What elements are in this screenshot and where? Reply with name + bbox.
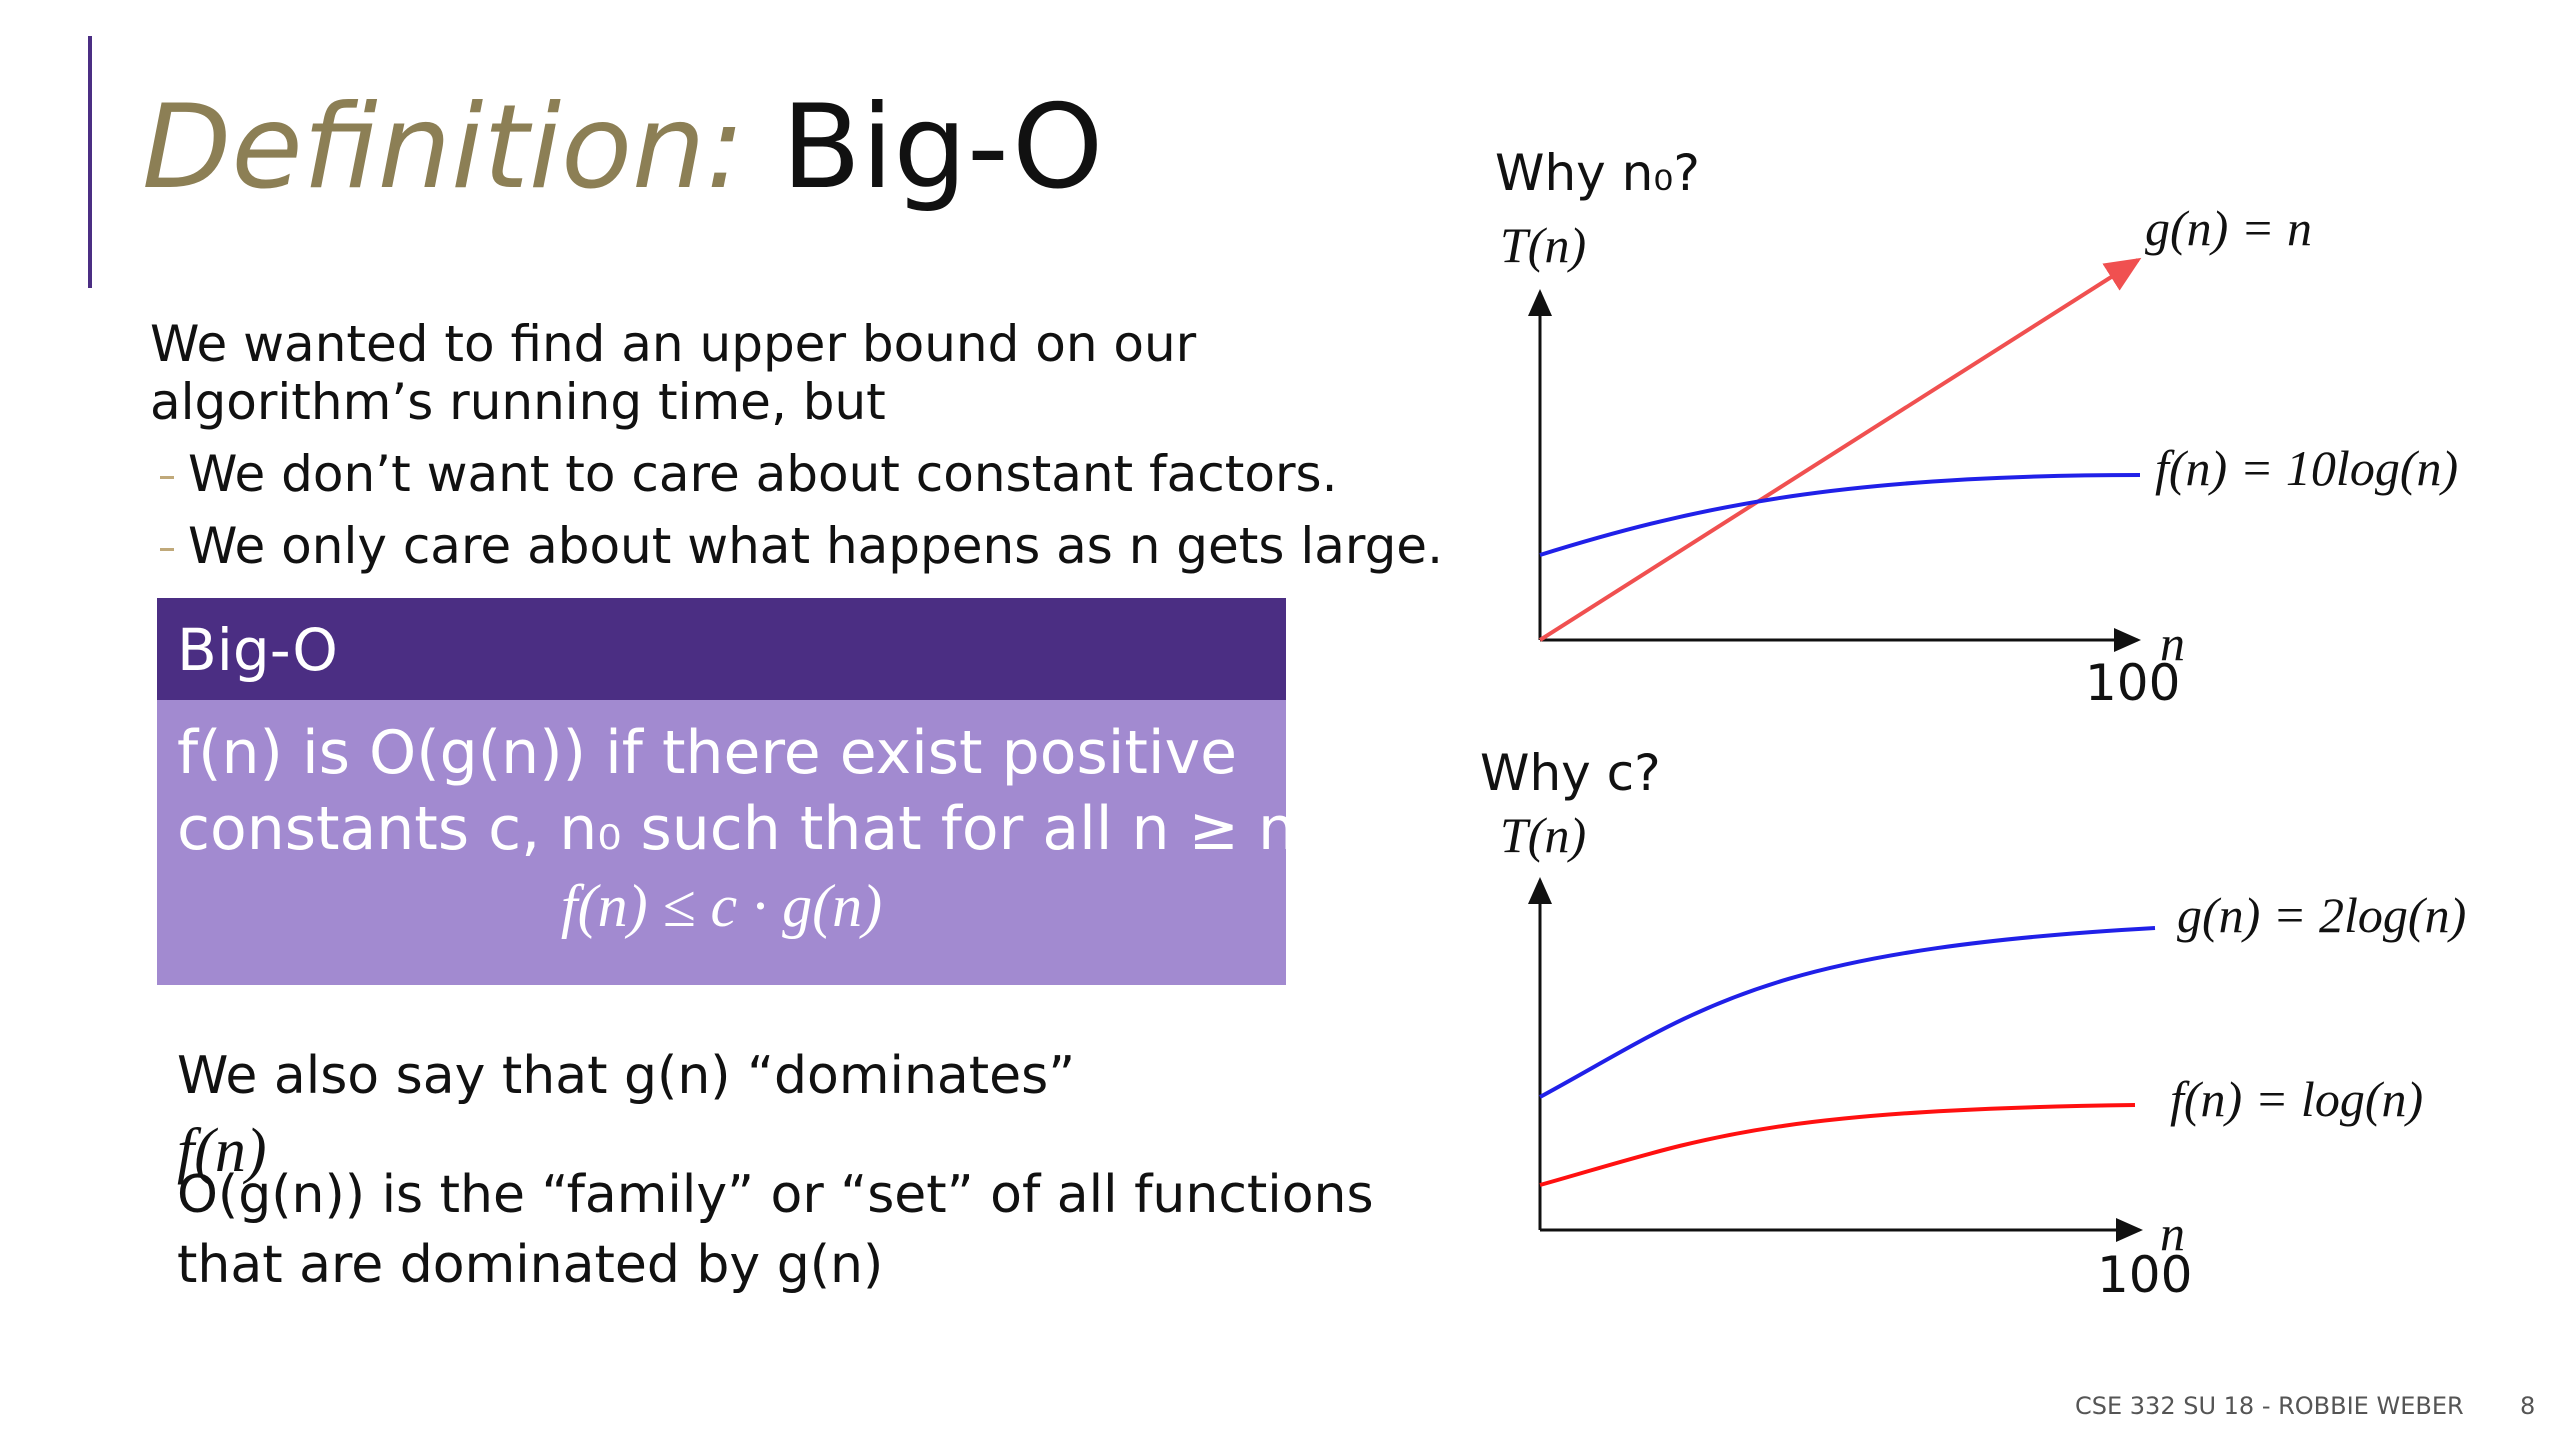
- bullet-marker: [160, 548, 174, 551]
- x-label: n: [2160, 1205, 2185, 1261]
- curve: [1539, 473, 2141, 557]
- box-header: Big-O: [157, 598, 1286, 700]
- curve-label: f(n) = 10log(n): [2155, 440, 2458, 496]
- bullet: We only care about what happens as n get…: [188, 517, 1443, 575]
- definition-line: constants c, n₀ such that for all n ≥ n₀…: [177, 794, 1340, 864]
- box-body: f(n) is O(g(n)) if there exist positive …: [157, 700, 1339, 985]
- slide-title: Definition: Big-O: [142, 80, 1103, 215]
- note: We also say that g(n) “dominates”: [177, 1046, 1076, 1106]
- y-label: T(n): [1500, 807, 1586, 863]
- curve-label: g(n) = 2log(n): [2177, 887, 2466, 943]
- x-tick: 100: [2097, 1246, 2192, 1304]
- curve-label: g(n) = n: [2145, 200, 2312, 256]
- definition-line: f(n) is O(g(n)) if there exist positive: [177, 718, 1237, 788]
- diagram-title: Why c?: [1480, 744, 1661, 802]
- y-label: T(n): [1500, 217, 1586, 273]
- curve: [1539, 1103, 2136, 1187]
- bullet: We don’t want to care about constant fac…: [188, 445, 1338, 503]
- diagram-title: Why n₀?: [1495, 144, 1700, 202]
- note-wrap: f(n): [177, 1117, 267, 1185]
- note: O(g(n)) is the “family” or “set” of all …: [177, 1165, 1374, 1295]
- curve: [1539, 926, 2156, 1099]
- bullet-marker: [160, 476, 174, 479]
- box-header-text: Big-O: [177, 616, 338, 684]
- x-label: n: [2160, 615, 2185, 671]
- title-main: Big-O: [781, 80, 1104, 215]
- title-emphasis: Definition:: [142, 80, 745, 215]
- footer-course: CSE 332 SU 18 - ROBBIE WEBER: [2075, 1392, 2464, 1420]
- page-number: 8: [2520, 1392, 2536, 1420]
- curve: [1538, 257, 2142, 642]
- intro-text: We wanted to find an upper bound on our …: [150, 315, 1197, 431]
- curve-label: f(n) = log(n): [2170, 1071, 2423, 1127]
- definition-line: f(n) ≤ c · g(n): [560, 873, 883, 939]
- x-tick: 100: [2085, 654, 2180, 712]
